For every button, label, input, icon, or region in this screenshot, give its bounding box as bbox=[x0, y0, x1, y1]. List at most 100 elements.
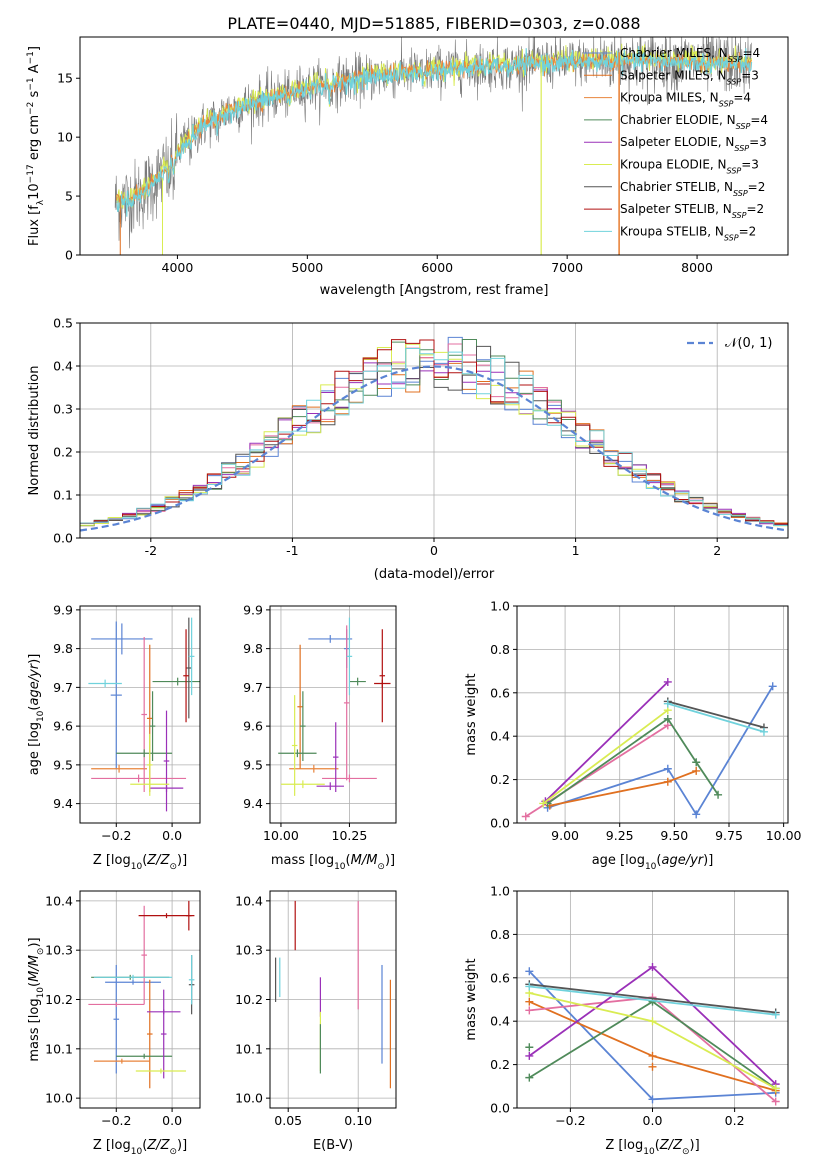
y-tick-label: 0.0 bbox=[53, 531, 73, 546]
x-tick-label: 10.00 bbox=[263, 828, 299, 843]
x-tick-label: 1 bbox=[572, 543, 580, 558]
y-tick-label: 10.0 bbox=[45, 1091, 73, 1106]
x-tick-label: 0.0 bbox=[643, 1113, 663, 1128]
y-tick-label: 0 bbox=[65, 248, 73, 263]
x-tick-label: 2 bbox=[713, 543, 721, 558]
x-tick-label: 0.0 bbox=[162, 828, 182, 843]
x-tick-label: 0 bbox=[430, 543, 438, 558]
y-tick-label: 10.4 bbox=[45, 893, 73, 908]
y-tick-label: 10 bbox=[57, 130, 73, 145]
x-tick-label: 0.10 bbox=[344, 1113, 372, 1128]
y-tick-label: 9.4 bbox=[243, 796, 263, 811]
x-tick-label: 9.50 bbox=[660, 828, 688, 843]
data-marker bbox=[525, 1051, 534, 1060]
axes-frame bbox=[269, 605, 397, 824]
x-tick-label: 0.0 bbox=[162, 1113, 182, 1128]
x-axis-label: Z [log10(Z/Z⊙)] bbox=[93, 853, 187, 872]
plot-area bbox=[275, 900, 391, 1089]
x-tick-label: 8000 bbox=[681, 260, 713, 275]
data-marker bbox=[663, 714, 672, 723]
legend-label: Chabrier MILES, NSSP=4 bbox=[620, 46, 760, 64]
y-tick-label: 9.9 bbox=[53, 602, 73, 617]
y-tick-label: 9.9 bbox=[243, 602, 263, 617]
data-marker bbox=[663, 777, 672, 786]
y-tick-label: 0.6 bbox=[490, 685, 510, 700]
data-marker bbox=[648, 962, 657, 971]
data-marker bbox=[525, 997, 534, 1006]
y-tick-label: 0.6 bbox=[490, 970, 510, 985]
x-axis-label: age [log10(age/yr)] bbox=[592, 853, 714, 872]
y-tick-label: 0.1 bbox=[53, 488, 73, 503]
panel-age_vs_Z: −0.2 0.0 9.4 9.5 9.6 9.7 9.8 9.9 Z [log10(Z/Z⊙)]… bbox=[27, 602, 201, 872]
y-tick-label: 0.2 bbox=[490, 772, 510, 787]
x-tick-label: 10.00 bbox=[766, 828, 802, 843]
data-marker bbox=[648, 1062, 657, 1071]
y-tick-label: 9.7 bbox=[243, 680, 263, 695]
x-axis-label: wavelength [Angstrom, rest frame] bbox=[320, 283, 549, 298]
legend-label: Chabrier ELODIE, NSSP=4 bbox=[620, 113, 768, 130]
y-tick-label: 9.6 bbox=[243, 719, 263, 734]
plot-area bbox=[525, 962, 780, 1106]
panel-mass_vs_Z: −0.2 0.0 10.0 10.1 10.2 10.3 10.4 Z [log10(Z/Z⊙… bbox=[27, 890, 201, 1157]
y-tick-label: 9.8 bbox=[53, 641, 73, 656]
axes-frame bbox=[79, 36, 789, 256]
x-tick-label: 4000 bbox=[162, 260, 194, 275]
panel-mass_vs_ebv: 0.05 0.10 10.0 10.1 10.2 10.3 10.4 E(B-V) bbox=[235, 890, 397, 1153]
data-marker bbox=[714, 790, 723, 799]
x-tick-label: −0.2 bbox=[555, 1113, 585, 1128]
x-tick-label: −0.2 bbox=[101, 828, 131, 843]
legend-spectrum: Chabrier MILES, NSSP=4 Salpeter MILES, NS… bbox=[584, 46, 768, 242]
data-marker bbox=[525, 1073, 534, 1082]
series-line bbox=[547, 717, 719, 805]
legend-label: Salpeter MILES, NSSP=3 bbox=[620, 68, 759, 86]
y-tick-label: 9.4 bbox=[53, 796, 73, 811]
panel-spectrum: 4000 5000 6000 7000 8000 0 5 10 15 Chabrier MILES… bbox=[26, 36, 789, 298]
y-axis-label: age [log10(age/yr)] bbox=[27, 654, 46, 776]
x-tick-label: 9.00 bbox=[551, 828, 579, 843]
data-marker bbox=[768, 682, 777, 691]
series-line bbox=[667, 700, 765, 729]
series-line bbox=[667, 702, 765, 733]
data-marker bbox=[663, 699, 672, 708]
y-tick-label: 0.5 bbox=[53, 316, 73, 331]
x-axis-label: Z [log10(Z/Z⊙)] bbox=[605, 1138, 699, 1157]
data-marker bbox=[525, 967, 534, 976]
x-tick-label: -2 bbox=[145, 543, 157, 558]
y-tick-label: 15 bbox=[57, 71, 73, 86]
y-tick-label: 0.4 bbox=[490, 1014, 510, 1029]
y-tick-label: 10.3 bbox=[235, 943, 263, 958]
y-tick-label: 10.3 bbox=[45, 943, 73, 958]
y-tick-label: 9.7 bbox=[53, 680, 73, 695]
y-tick-label: 0.2 bbox=[490, 1057, 510, 1072]
histogram-series bbox=[80, 348, 788, 538]
data-marker bbox=[663, 764, 672, 773]
legend-label: Kroupa MILES, NSSP=4 bbox=[620, 91, 751, 109]
y-tick-label: 0.8 bbox=[490, 642, 510, 657]
x-tick-label: -1 bbox=[286, 543, 298, 558]
data-marker bbox=[521, 812, 530, 821]
y-tick-label: 0.0 bbox=[490, 1101, 510, 1116]
y-tick-label: 0.4 bbox=[490, 729, 510, 744]
y-tick-label: 10.2 bbox=[235, 992, 263, 1007]
y-tick-label: 9.8 bbox=[243, 641, 263, 656]
plot-area bbox=[80, 336, 788, 538]
y-tick-label: 10.4 bbox=[235, 893, 263, 908]
series-line bbox=[529, 983, 776, 1014]
x-axis-label: Z [log10(Z/Z⊙)] bbox=[93, 1138, 187, 1157]
histogram-series bbox=[80, 339, 788, 538]
series-line bbox=[544, 681, 669, 802]
data-marker bbox=[759, 727, 768, 736]
figure-title: PLATE=0440, MJD=51885, FIBERID=0303, z=0… bbox=[227, 14, 640, 33]
plot-area bbox=[88, 900, 195, 1089]
panel-residuals: -2 -1 0 1 2 0.0 0.1 0.2 0.3 0.4 0.5 𝒩(0, 1) (data-mo… bbox=[27, 316, 789, 582]
x-axis-label: E(B-V) bbox=[313, 1138, 353, 1153]
y-tick-label: 1.0 bbox=[490, 884, 510, 899]
data-marker bbox=[648, 1051, 657, 1060]
y-axis-label: Normed distribution bbox=[27, 366, 42, 496]
x-tick-label: 9.25 bbox=[606, 828, 634, 843]
data-marker bbox=[771, 1010, 780, 1019]
data-marker bbox=[771, 1097, 780, 1106]
x-tick-label: 6000 bbox=[421, 260, 453, 275]
normal-curve bbox=[80, 365, 788, 532]
